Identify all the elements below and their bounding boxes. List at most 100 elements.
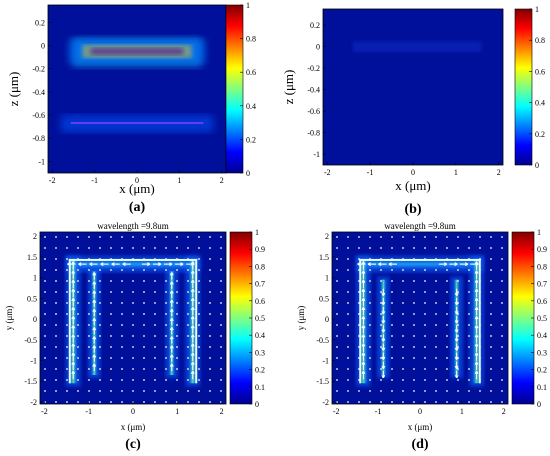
vector-dot [446,368,448,370]
vector-dot [209,269,211,271]
vector-arrowhead [71,343,76,347]
vector-dot [99,236,101,238]
colorbar-tick-label: 0.7 [537,280,547,289]
vector-dot [369,401,371,403]
vector-dot [435,280,437,282]
field-background [48,5,226,173]
vector-arrowhead [89,262,93,267]
vector-dot [187,368,189,370]
vector-dot [220,258,222,260]
vector-dot [220,335,222,337]
vector-dot [88,236,90,238]
vector-dot [446,247,448,249]
vector-arrowhead [190,270,195,274]
vector-dot [391,236,393,238]
vector-dot [336,280,338,282]
vector-dot [55,291,57,293]
vector-dot [479,236,481,238]
vector-dot [446,379,448,381]
vector-dot [380,357,382,359]
vector-dot [424,346,426,348]
vector-dot [457,346,459,348]
vector-arrowhead [443,262,448,267]
y-tick-label: 0 [41,42,45,51]
colorbar-tick-label: 0.8 [537,262,547,271]
vector-dot [347,346,349,348]
vector-dot [44,335,46,337]
field-map [40,232,226,404]
vector-dot [402,379,404,381]
vector-arrowhead [361,307,366,311]
vector-arrowhead [381,329,386,333]
vector-dot [424,236,426,238]
vector-dot [220,247,222,249]
vector-arrowhead [92,327,97,331]
vector-dot [402,357,404,359]
vector-dot [369,247,371,249]
vector-arrowhead [71,352,76,356]
vector-arrowhead [71,325,76,329]
vector-dot [391,324,393,326]
vector-dot [435,335,437,337]
vector-dot [336,379,338,381]
vector-dot [347,236,349,238]
x-axis-label: x (μm) [408,422,433,432]
vector-dot [347,280,349,282]
vector-dot [110,335,112,337]
vector-dot [380,247,382,249]
vector-arrowhead [158,262,162,267]
x-tick-label: -1 [375,407,382,416]
vector-dot [110,280,112,282]
vector-dot [380,335,382,337]
vector-dot [154,346,156,348]
vector-dot [424,379,426,381]
vector-arrowhead [361,343,366,347]
vector-dot [490,390,492,392]
vector-dot [55,357,57,359]
vector-dot [336,236,338,238]
vector-arrowhead [169,299,174,303]
vector-dot [132,280,134,282]
vector-dot [446,302,448,304]
vector-dot [336,368,338,370]
vector-dot [468,247,470,249]
vector-dot [369,313,371,315]
vector-dot [424,313,426,315]
vector-dot [490,258,492,260]
vector-dot [187,390,189,392]
vector-arrowhead [361,270,366,274]
vector-dot [490,302,492,304]
vector-dot [77,236,79,238]
vector-dot [435,313,437,315]
vector-dot [391,302,393,304]
vector-dot [176,368,178,370]
vector-dot [501,269,503,271]
vector-dot [402,324,404,326]
vector-dot [446,357,448,359]
vector-dot [132,247,134,249]
vector-dot [198,236,200,238]
vector-dot [187,335,189,337]
vector-dot [77,335,79,337]
y-tick-label: -2 [322,398,329,407]
vector-dot [176,324,178,326]
y-tick-label: -0.4 [32,88,45,97]
y-tick-label: -1 [313,150,320,159]
vector-arrowhead [71,288,76,292]
vector-dot [143,379,145,381]
vector-arrowhead [78,262,82,267]
vector-dot [55,313,57,315]
vector-dot [435,346,437,348]
vector-arrowhead [92,272,97,276]
vector-dot [176,247,178,249]
vector-dot [110,313,112,315]
vector-dot [88,390,90,392]
vector-dot [55,324,57,326]
vector-dot [66,302,68,304]
vector-dot [435,269,437,271]
vector-dot [435,401,437,403]
vector-dot [391,313,393,315]
vector-dot [369,280,371,282]
vector-dot [369,236,371,238]
colorbar [229,231,253,405]
